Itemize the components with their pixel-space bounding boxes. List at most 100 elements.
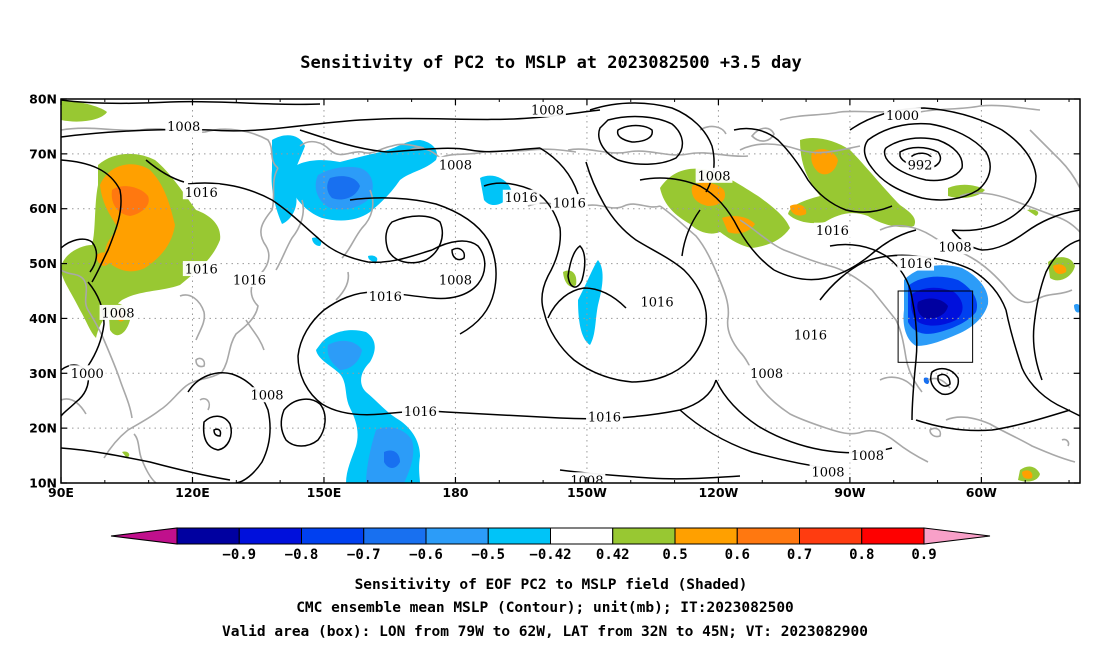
contour-label-bg — [695, 167, 733, 183]
colorbar-label: −0.5 — [471, 547, 505, 563]
contour-label: 1008 — [101, 306, 134, 321]
contour-label-bg — [813, 222, 851, 238]
contour-label-bg — [68, 365, 106, 381]
colorbar-label: −0.42 — [529, 547, 571, 563]
colorbar-label: −0.8 — [285, 547, 319, 563]
contour-label-bg — [165, 118, 203, 134]
map-frame — [60, 98, 1081, 484]
y-tick-label: 10N — [29, 476, 57, 491]
colorbar-swatch — [238, 527, 302, 545]
contour-label-bg — [905, 156, 935, 172]
x-tick-label: 120E — [175, 485, 210, 500]
colorbar-label: 0.7 — [787, 547, 812, 563]
colorbar-high-extension — [923, 527, 991, 545]
colorbar-swatch — [861, 527, 925, 545]
map-area: 1008 1016 1008 1008 1000 992 1008 1016 1016 1016 1… — [61, 99, 1080, 483]
contour-label-bg — [884, 107, 921, 123]
contour-label: 1008 — [250, 389, 283, 404]
contour-label: 1008 — [697, 169, 730, 184]
contour-label-bg — [182, 261, 220, 277]
colorbar-swatch — [736, 527, 800, 545]
contour-label-bg — [849, 447, 886, 463]
contour-label-bg — [99, 304, 137, 320]
contour-label: 1016 — [233, 274, 266, 289]
contour-label: 1016 — [404, 405, 437, 420]
coastlines — [61, 104, 1080, 483]
contour-label: 1016 — [369, 290, 402, 305]
colorbar-label: 0.42 — [596, 547, 630, 563]
contour-label: 1016 — [794, 328, 827, 343]
colorbar-swatch — [425, 527, 489, 545]
contour-label: 1008 — [851, 449, 884, 464]
contour-label: 1008 — [439, 274, 472, 289]
colorbar-label: −0.9 — [222, 547, 256, 563]
contour-label: 1008 — [167, 120, 200, 135]
colorbar-swatch — [176, 527, 240, 545]
contour-label: 1016 — [505, 191, 538, 206]
contour-label-bg — [231, 272, 268, 288]
y-tick-label: 60N — [29, 201, 57, 216]
colorbar-label: 0.8 — [849, 547, 874, 563]
contour-label-bg — [586, 409, 623, 425]
y-tick-label: 30N — [29, 366, 57, 381]
colorbar-swatch — [799, 527, 863, 545]
contour-label: 1016 — [816, 224, 849, 239]
colorbar-label: −0.7 — [347, 547, 381, 563]
contour-label-bg — [551, 195, 588, 211]
contour-label: 1016 — [553, 197, 586, 212]
x-tick-label: 150E — [307, 485, 342, 500]
colorbar-swatch — [674, 527, 738, 545]
contour-label: 1000 — [886, 109, 919, 124]
axes: 90E 120E 150E 180 150W 120W 90W 60W 80N 70N 60N 50N… — [29, 92, 1080, 500]
contour-label-bg — [638, 293, 676, 309]
contour-label: 1008 — [939, 241, 972, 256]
y-tick-label: 70N — [29, 146, 57, 161]
contour-label: 1008 — [811, 466, 844, 481]
contour-label-bg — [809, 464, 847, 480]
colorbar-label: 0.9 — [911, 547, 936, 563]
contour-label-bg — [366, 288, 404, 304]
y-tick-label: 50N — [29, 256, 57, 271]
colorbar-label: 0.5 — [662, 547, 687, 563]
footer-line-3: Valid area (box): LON from 79W to 62W, L… — [222, 624, 868, 640]
colorbar-label: −0.6 — [409, 547, 443, 563]
contour-label: 1016 — [588, 411, 621, 426]
x-tick-label: 150W — [567, 485, 607, 500]
contour-label: 1016 — [641, 295, 674, 310]
mslp-contours — [61, 99, 1080, 483]
contour-label: 992 — [908, 158, 933, 173]
x-tick-label: 60W — [966, 485, 997, 500]
contour-label-bg — [748, 365, 786, 381]
x-tick-label: 180 — [442, 485, 468, 500]
colorbar-swatch — [487, 527, 551, 545]
colorbar-swatch — [301, 527, 365, 545]
colorbar: −0.9 −0.8 −0.7 −0.6 −0.5 −0.42 0.42 0.5 0.6 0.7 0.… — [110, 527, 991, 563]
contour-label-bg — [502, 189, 540, 205]
footer-line-2: CMC ensemble mean MSLP (Contour); unit(m… — [296, 600, 794, 616]
contour-labels: 1008 1016 1008 1008 1000 992 1008 1016 1016 1016 1… — [68, 101, 974, 483]
valid-area-box — [897, 290, 974, 363]
x-tick-label: 120W — [698, 485, 738, 500]
x-tick-label: 90W — [834, 485, 865, 500]
contour-label-bg — [792, 326, 829, 342]
contour-label: 1000 — [71, 367, 104, 382]
footer-line-1: Sensitivity of EOF PC2 to MSLP field (Sh… — [355, 577, 748, 593]
colorbar-swatch — [550, 527, 614, 545]
contour-label: 1016 — [185, 186, 218, 201]
contour-label: 1008 — [531, 103, 564, 118]
contour-label: 1008 — [750, 367, 783, 382]
contour-label-bg — [437, 272, 474, 288]
y-tick-label: 20N — [29, 421, 57, 436]
negative-sensitivity-shading — [271, 135, 1080, 483]
colorbar-swatch — [363, 527, 427, 545]
contour-label-bg — [529, 101, 566, 117]
contour-label: 1016 — [899, 257, 932, 272]
contour-label-bg — [182, 184, 220, 200]
contour-label-bg — [248, 387, 286, 403]
x-tick-label: 90E — [48, 485, 74, 500]
contour-label-bg — [936, 239, 974, 255]
figure-title: Sensitivity of PC2 to MSLP at 2023082500… — [300, 53, 802, 73]
y-tick-label: 40N — [29, 311, 57, 326]
contour-label-bg — [437, 156, 474, 172]
